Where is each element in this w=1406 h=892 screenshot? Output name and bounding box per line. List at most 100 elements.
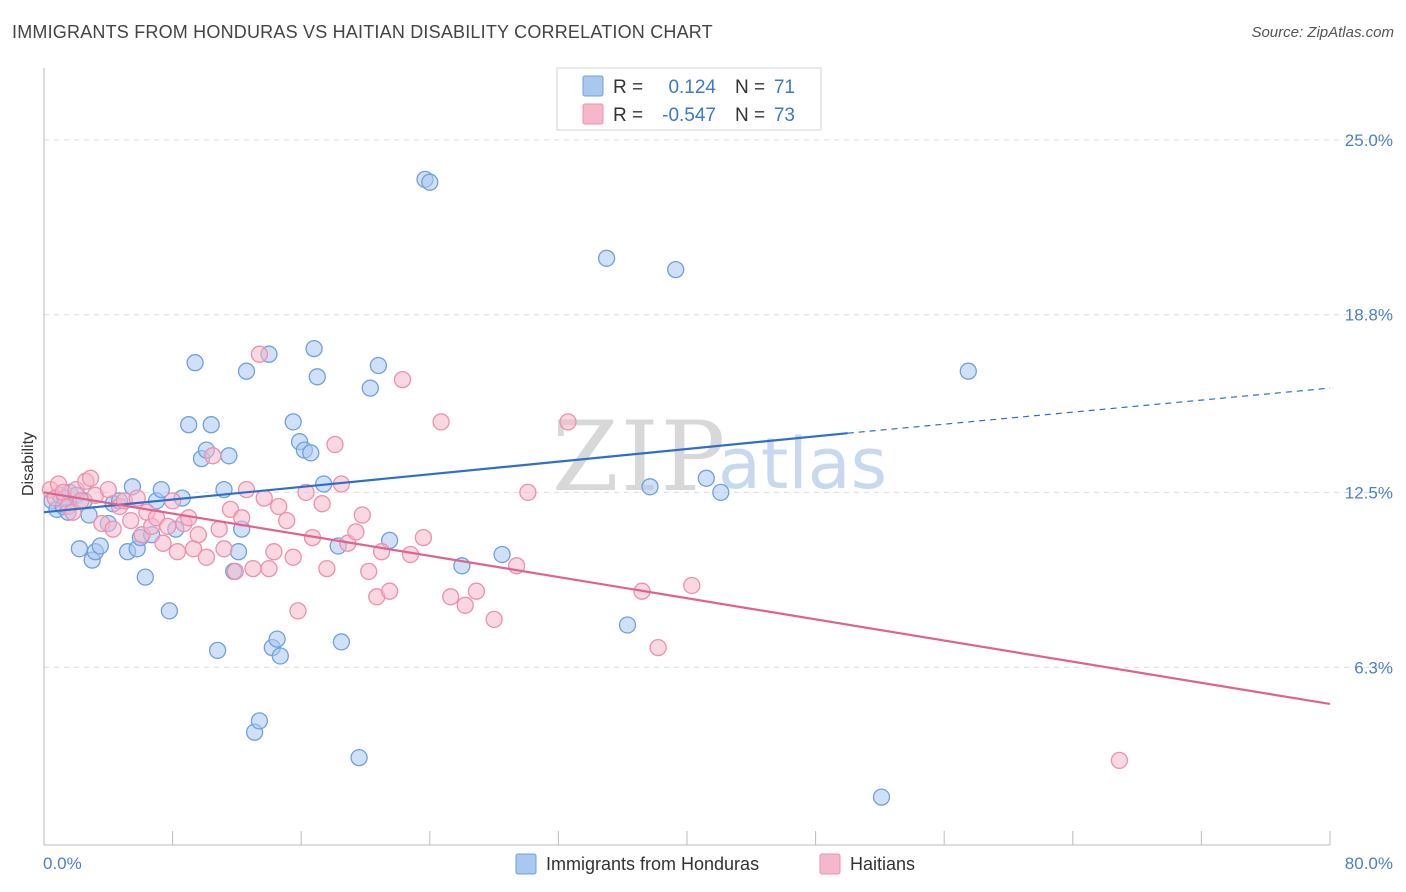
haitians-point bbox=[215, 540, 233, 558]
haitians-point bbox=[467, 582, 486, 600]
honduras-point bbox=[229, 543, 248, 561]
haitians-point bbox=[260, 559, 278, 578]
honduras-point bbox=[237, 362, 256, 380]
haitians-point bbox=[326, 435, 344, 454]
honduras-point bbox=[308, 368, 326, 386]
haitians-point bbox=[456, 596, 474, 614]
honduras-point bbox=[186, 354, 204, 372]
legend-swatch bbox=[819, 853, 841, 875]
haitians-point bbox=[210, 520, 228, 538]
haitians-point bbox=[81, 469, 100, 487]
honduras-point bbox=[91, 537, 109, 555]
haitians-point bbox=[104, 520, 122, 538]
haitians-point bbox=[244, 559, 262, 578]
honduras-point bbox=[350, 748, 368, 767]
honduras-point bbox=[70, 540, 89, 558]
haitians-point bbox=[559, 413, 577, 431]
haitians-point bbox=[442, 588, 460, 606]
haitians-point bbox=[313, 495, 331, 513]
honduras-point bbox=[180, 416, 198, 434]
haitians-point bbox=[189, 526, 207, 544]
y-tick-label: 12.5% bbox=[1345, 483, 1393, 502]
legend-bottom: Immigrants from Honduras Haitians bbox=[515, 853, 915, 875]
y-tick-labels: 6.3% 12.5% 18.8% 25.0% bbox=[1345, 131, 1393, 677]
haitians-point bbox=[683, 576, 701, 595]
legend-n-label: N = bbox=[735, 105, 765, 126]
haitians-point bbox=[318, 559, 336, 578]
haitians-point bbox=[204, 447, 222, 465]
haitians-point bbox=[255, 489, 273, 507]
honduras-point bbox=[872, 788, 891, 806]
y-tick-label: 6.3% bbox=[1354, 658, 1393, 677]
legend-r-label: R = bbox=[613, 105, 643, 126]
haitians-point bbox=[380, 582, 399, 600]
haitians-point bbox=[485, 610, 503, 629]
haitians-point bbox=[168, 543, 187, 561]
legend-r-value: 0.124 bbox=[668, 77, 716, 98]
honduras-point bbox=[268, 630, 286, 648]
haitians-point bbox=[197, 548, 216, 566]
haitians-point bbox=[432, 413, 450, 431]
honduras-point bbox=[712, 483, 730, 502]
honduras-point bbox=[250, 712, 269, 730]
trend-lines bbox=[43, 387, 1331, 706]
haitians-point bbox=[122, 511, 140, 530]
haitians-point bbox=[289, 602, 307, 620]
watermark: ZIP atlas bbox=[552, 401, 887, 513]
legend-r-label: R = bbox=[613, 77, 643, 98]
haitians-point bbox=[347, 523, 365, 541]
legend-label-haitians: Haitians bbox=[850, 854, 915, 874]
haitians-point bbox=[1110, 751, 1129, 770]
honduras-trend-extension bbox=[847, 387, 1331, 434]
chart-title: IMMIGRANTS FROM HONDURAS VS HAITIAN DISA… bbox=[12, 22, 713, 42]
haitians-point bbox=[270, 497, 288, 516]
honduras-point bbox=[369, 356, 388, 375]
haitians-point bbox=[278, 511, 296, 530]
honduras-point bbox=[641, 478, 659, 496]
honduras-point bbox=[208, 641, 227, 660]
y-axis-label: Disability bbox=[20, 432, 37, 496]
haitians-point bbox=[414, 528, 433, 547]
honduras-point bbox=[332, 633, 351, 651]
legend-swatch bbox=[582, 75, 604, 97]
honduras-point bbox=[160, 602, 179, 620]
legend-n-value: 71 bbox=[774, 77, 795, 98]
haitians-point bbox=[99, 480, 117, 499]
haitians-point bbox=[297, 483, 315, 502]
honduras-point bbox=[361, 379, 379, 397]
haitians-point bbox=[284, 548, 302, 566]
honduras-point bbox=[152, 480, 170, 499]
legend-label-honduras: Immigrants from Honduras bbox=[546, 854, 759, 874]
watermark-atlas: atlas bbox=[718, 423, 887, 505]
legend-top: R = 0.124 N = 71 R = -0.547 N = 73 bbox=[556, 67, 822, 131]
honduras-point bbox=[136, 568, 154, 586]
honduras-point bbox=[697, 469, 715, 487]
legend-swatch bbox=[515, 853, 537, 875]
x-tick-label: 80.0% bbox=[1345, 854, 1393, 873]
source-credit: Source: ZipAtlas.com bbox=[1251, 24, 1394, 41]
honduras-point bbox=[220, 447, 238, 465]
honduras-point bbox=[421, 173, 439, 191]
y-tick-label: 18.8% bbox=[1345, 306, 1393, 325]
haitians-point bbox=[265, 543, 283, 561]
haitians-point bbox=[72, 492, 90, 510]
haitians-trend-line bbox=[43, 491, 1331, 706]
honduras-point bbox=[305, 339, 323, 358]
y-tick-label: 25.0% bbox=[1345, 131, 1393, 150]
honduras-trend-line bbox=[43, 432, 848, 514]
haitians-point bbox=[393, 370, 412, 389]
haitians-point bbox=[519, 483, 537, 502]
haitians-point bbox=[360, 562, 378, 581]
honduras-point bbox=[667, 260, 685, 279]
haitians-point bbox=[226, 562, 244, 581]
honduras-point bbox=[597, 249, 616, 267]
legend-n-value: 73 bbox=[774, 105, 795, 126]
legend-n-label: N = bbox=[735, 77, 765, 98]
watermark-zip: ZIP bbox=[552, 401, 727, 513]
honduras-point bbox=[302, 444, 320, 462]
honduras-point bbox=[493, 545, 511, 564]
axes bbox=[43, 68, 1331, 846]
honduras-point bbox=[284, 413, 302, 431]
x-tick-labels: 0.0% 80.0% bbox=[43, 854, 1393, 873]
